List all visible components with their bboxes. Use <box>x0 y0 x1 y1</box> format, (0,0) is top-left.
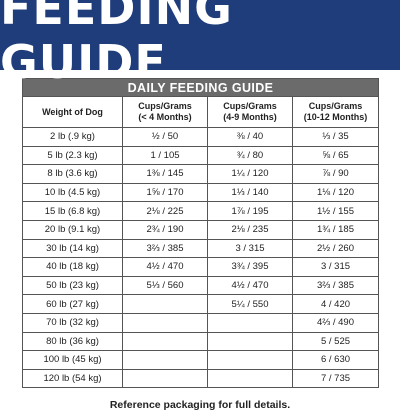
table-body: 2 lb (.9 kg) ½ / 50 ⅜ / 40 ⅓ / 35 5 lb (2.3 … <box>22 127 380 389</box>
under-4-months-cell: 1⅝ / 170 <box>122 182 208 203</box>
4-9-months-cell <box>207 368 293 389</box>
4-9-months-cell <box>207 312 293 333</box>
weight-cell: 120 lb (54 kg) <box>22 368 123 389</box>
weight-cell: 60 lb (27 kg) <box>22 294 123 314</box>
under-4-months-cell <box>122 350 208 370</box>
footer-note: Reference packaging for full details. <box>109 399 291 411</box>
table-row: 10 lb (4.5 kg) 1⅝ / 170 1⅓ / 140 1⅛ / 120 <box>22 182 380 203</box>
under-4-months-cell: 1 / 105 <box>122 145 208 166</box>
10-12-months-cell: 5 / 525 <box>291 331 380 352</box>
4-9-months-cell: ⅜ / 40 <box>207 127 293 147</box>
table-caption: DAILY FEEDING GUIDE <box>21 78 380 97</box>
under-4-months-cell: 4½ / 470 <box>122 257 208 277</box>
4-9-months-cell: 1¼ / 120 <box>207 164 293 184</box>
header-weight: Weight of Dog <box>22 96 123 128</box>
table-row: 8 lb (3.6 kg) 1⅜ / 145 1¼ / 120 ⅞ / 90 <box>22 164 380 184</box>
10-12-months-cell: 6 / 630 <box>291 350 380 370</box>
under-4-months-cell: 3⅔ / 385 <box>122 238 208 259</box>
header-10-12-months: Cups/Grams (10-12 Months) <box>291 96 380 128</box>
10-12-months-cell: ⅝ / 65 <box>291 145 380 166</box>
weight-cell: 70 lb (32 kg) <box>22 312 123 333</box>
4-9-months-cell: ¾ / 80 <box>207 145 293 166</box>
10-12-months-cell: 3 / 315 <box>291 257 380 277</box>
weight-cell: 80 lb (36 kg) <box>22 331 123 352</box>
table-row: 120 lb (54 kg) 7 / 735 <box>22 368 380 389</box>
10-12-months-cell: ⅓ / 35 <box>291 127 380 147</box>
table-row: 30 lb (14 kg) 3⅔ / 385 3 / 315 2½ / 260 <box>22 238 380 259</box>
4-9-months-cell <box>207 350 293 370</box>
10-12-months-cell: 3⅔ / 385 <box>291 275 380 296</box>
header-4-9-months: Cups/Grams (4-9 Months) <box>207 96 293 128</box>
10-12-months-cell: 1½ / 155 <box>291 201 380 221</box>
under-4-months-cell <box>122 368 208 389</box>
4-9-months-cell: 3 / 315 <box>207 238 293 259</box>
feeding-guide-table: DAILY FEEDING GUIDE Weight of Dog Cups/G… <box>21 78 380 389</box>
banner-title: FEEDING GUIDE <box>0 0 233 89</box>
table-container: DAILY FEEDING GUIDE Weight of Dog Cups/G… <box>0 70 400 389</box>
header-under-4-months: Cups/Grams (< 4 Months) <box>122 96 208 128</box>
4-9-months-cell: 5¼ / 550 <box>207 294 293 314</box>
10-12-months-cell: ⅞ / 90 <box>291 164 380 184</box>
under-4-months-cell: 5⅓ / 560 <box>122 275 208 296</box>
table-row: 2 lb (.9 kg) ½ / 50 ⅜ / 40 ⅓ / 35 <box>22 127 380 147</box>
4-9-months-cell: 4½ / 470 <box>207 275 293 296</box>
weight-cell: 5 lb (2.3 kg) <box>22 145 123 166</box>
table-row: 80 lb (36 kg) 5 / 525 <box>22 331 380 352</box>
table-row: 100 lb (45 kg) 6 / 630 <box>22 350 380 370</box>
weight-cell: 10 lb (4.5 kg) <box>22 182 123 203</box>
table-row: 20 lb (9.1 kg) 2¾ / 190 2⅛ / 235 1¾ / 185 <box>22 219 380 240</box>
weight-cell: 40 lb (18 kg) <box>22 257 123 277</box>
under-4-months-cell: ½ / 50 <box>122 127 208 147</box>
weight-cell: 100 lb (45 kg) <box>22 350 123 370</box>
table-row: 15 lb (6.8 kg) 2⅛ / 225 1⅞ / 195 1½ / 155 <box>22 201 380 221</box>
under-4-months-cell <box>122 331 208 352</box>
4-9-months-cell: 1⅞ / 195 <box>207 201 293 221</box>
10-12-months-cell: 1⅛ / 120 <box>291 182 380 203</box>
weight-cell: 50 lb (23 kg) <box>22 275 123 296</box>
weight-cell: 2 lb (.9 kg) <box>22 127 123 147</box>
under-4-months-cell: 2⅛ / 225 <box>122 201 208 221</box>
under-4-months-cell <box>122 294 208 314</box>
under-4-months-cell <box>122 312 208 333</box>
weight-cell: 15 lb (6.8 kg) <box>22 201 123 221</box>
10-12-months-cell: 4⅔ / 490 <box>291 312 380 333</box>
10-12-months-cell: 1¾ / 185 <box>291 219 380 240</box>
4-9-months-cell: 2⅛ / 235 <box>207 219 293 240</box>
table-row: 5 lb (2.3 kg) 1 / 105 ¾ / 80 ⅝ / 65 <box>22 145 380 166</box>
weight-cell: 8 lb (3.6 kg) <box>22 164 123 184</box>
4-9-months-cell: 1⅓ / 140 <box>207 182 293 203</box>
table-row: 50 lb (23 kg) 5⅓ / 560 4½ / 470 3⅔ / 385 <box>22 275 380 296</box>
weight-cell: 30 lb (14 kg) <box>22 238 123 259</box>
10-12-months-cell: 2½ / 260 <box>291 238 380 259</box>
4-9-months-cell: 3¾ / 395 <box>207 257 293 277</box>
under-4-months-cell: 2¾ / 190 <box>122 219 208 240</box>
table-row: 60 lb (27 kg) 5¼ / 550 4 / 420 <box>22 294 380 314</box>
weight-cell: 20 lb (9.1 kg) <box>22 219 123 240</box>
10-12-months-cell: 4 / 420 <box>291 294 380 314</box>
table-header-row: Weight of Dog Cups/Grams (< 4 Months) Cu… <box>22 96 380 128</box>
banner: FEEDING GUIDE <box>0 0 400 89</box>
under-4-months-cell: 1⅜ / 145 <box>122 164 208 184</box>
10-12-months-cell: 7 / 735 <box>291 368 380 389</box>
table-row: 70 lb (32 kg) 4⅔ / 490 <box>22 312 380 333</box>
4-9-months-cell <box>207 331 293 352</box>
table-row: 40 lb (18 kg) 4½ / 470 3¾ / 395 3 / 315 <box>22 257 380 277</box>
table-caption-row: DAILY FEEDING GUIDE <box>21 78 380 97</box>
